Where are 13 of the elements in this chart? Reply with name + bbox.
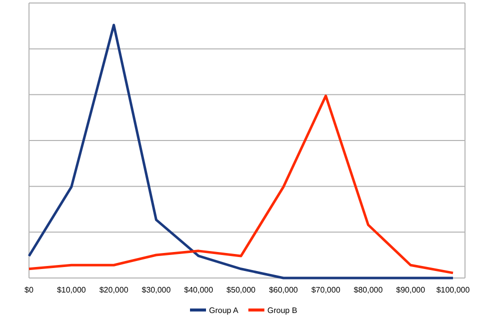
legend-label: Group B [267,306,298,315]
x-tick-label: $30,000 [142,286,172,295]
legend-label: Group A [209,306,240,315]
x-tick-label: $90,000 [396,286,426,295]
x-tick-label: $10,000 [56,286,86,295]
x-tick-label: $80,000 [354,286,384,295]
x-tick-label: $0 [24,286,34,295]
x-tick-label: $60,000 [268,286,298,295]
x-tick-label: $50,000 [226,286,256,295]
x-tick-label: $40,000 [184,286,214,295]
x-tick-label: $100,000 [436,286,470,295]
x-tick-label: $70,000 [311,286,341,295]
x-tick-label: $20,000 [99,286,129,295]
